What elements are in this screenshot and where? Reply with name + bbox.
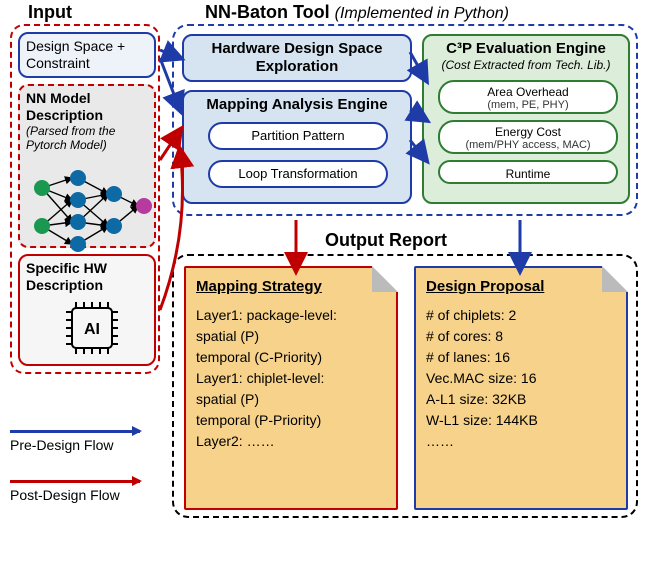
mapping-note: Mapping Strategy Layer1: package-level:s…	[184, 266, 398, 510]
output-title: Output Report	[325, 230, 447, 251]
graph-node	[34, 218, 50, 234]
energy-pill: Energy Cost(mem/PHY access, MAC)	[438, 120, 618, 154]
note-line: spatial (P)	[196, 389, 386, 410]
ai-chip-icon: AI	[62, 298, 122, 358]
hdse-card: Hardware Design Space Exploration	[182, 34, 412, 82]
mae-card: Mapping Analysis Engine Partition Patter…	[182, 90, 412, 204]
nn-model-sub: (Parsed from the Pytorch Model)	[26, 124, 148, 153]
note-line: A-L1 size: 32KB	[426, 389, 616, 410]
c3p-sub: (Cost Extracted from Tech. Lib.)	[430, 58, 622, 72]
graph-node	[70, 192, 86, 208]
graph-node	[136, 198, 152, 214]
hw-desc-card: Specific HW Description AI	[18, 254, 156, 366]
legend-post: Post-Design Flow	[10, 480, 140, 503]
note-line: # of cores: 8	[426, 326, 616, 347]
note-line: temporal (P-Priority)	[196, 410, 386, 431]
note-line: Vec.MAC size: 16	[426, 368, 616, 389]
mae-title: Mapping Analysis Engine	[206, 96, 387, 113]
mapping-lines: Layer1: package-level:spatial (P)tempora…	[196, 305, 386, 452]
design-space-card: Design Space + Constraint	[18, 32, 156, 78]
c3p-card: C³P Evaluation Engine (Cost Extracted fr…	[422, 34, 630, 204]
nn-graph	[30, 170, 150, 244]
input-section: Design Space + Constraint NN Model Descr…	[10, 24, 160, 374]
graph-node	[70, 214, 86, 230]
note-line: Layer1: package-level:	[196, 305, 386, 326]
tool-title-main: NN-Baton Tool	[205, 2, 330, 22]
input-title: Input	[28, 2, 72, 23]
runtime-pill: Runtime	[438, 160, 618, 184]
nn-model-title: NN Model Description	[26, 90, 148, 124]
design-note: Design Proposal # of chiplets: 2# of cor…	[414, 266, 628, 510]
graph-node	[106, 186, 122, 202]
loop-pill: Loop Transformation	[208, 160, 388, 188]
output-section: Mapping Strategy Layer1: package-level:s…	[172, 254, 638, 518]
note-line: Layer2: ……	[196, 431, 386, 452]
graph-node	[34, 180, 50, 196]
note-line: Layer1: chiplet-level:	[196, 368, 386, 389]
tool-section: Hardware Design Space Exploration Mappin…	[172, 24, 638, 216]
hw-desc-title: Specific HW Description	[26, 260, 107, 293]
note-line: W-L1 size: 144KB	[426, 410, 616, 431]
tool-title: NN-Baton Tool (Implemented in Python)	[205, 2, 509, 23]
graph-node	[106, 218, 122, 234]
note-line: spatial (P)	[196, 326, 386, 347]
nn-model-card: NN Model Description (Parsed from the Py…	[18, 84, 156, 248]
design-lines: # of chiplets: 2# of cores: 8# of lanes:…	[426, 305, 616, 452]
note-line: ……	[426, 431, 616, 452]
c3p-title: C³P Evaluation Engine	[430, 40, 622, 58]
graph-node	[70, 170, 86, 186]
note-line: temporal (C-Priority)	[196, 347, 386, 368]
mapping-title: Mapping Strategy	[196, 276, 386, 299]
note-line: # of lanes: 16	[426, 347, 616, 368]
design-title: Design Proposal	[426, 276, 616, 299]
legend-pre: Pre-Design Flow	[10, 430, 140, 453]
graph-node	[70, 236, 86, 252]
note-line: # of chiplets: 2	[426, 305, 616, 326]
svg-text:AI: AI	[84, 321, 100, 338]
area-pill: Area Overhead(mem, PE, PHY)	[438, 80, 618, 114]
tool-title-sub: (Implemented in Python)	[335, 5, 509, 22]
partition-pill: Partition Pattern	[208, 122, 388, 150]
